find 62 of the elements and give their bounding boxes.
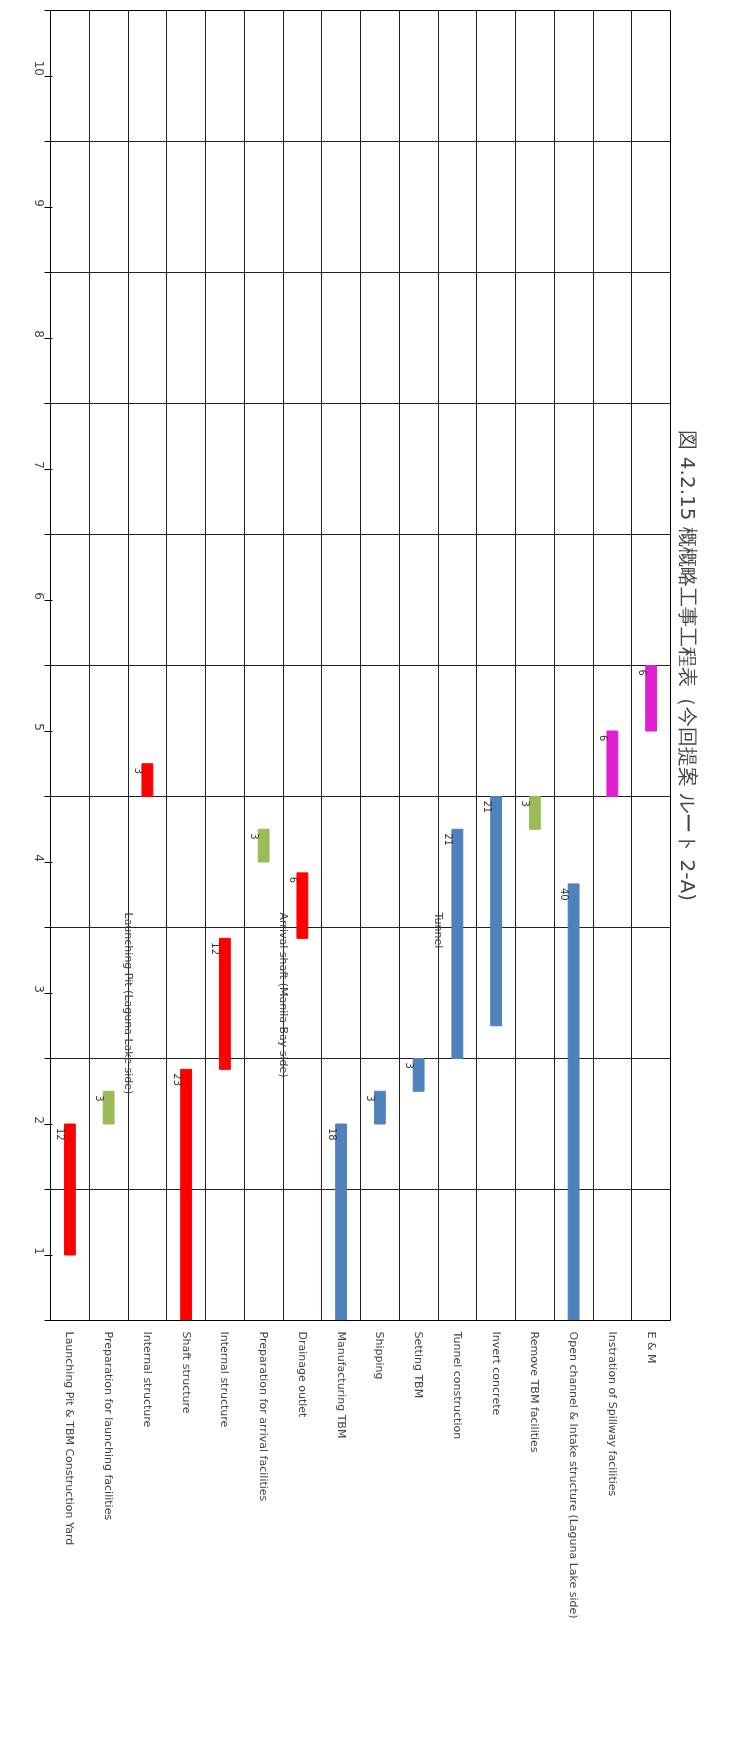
bar xyxy=(528,796,541,830)
annotation: Arrival shaft (Manila Bay side) xyxy=(276,912,290,1078)
y-tick-label: 6 xyxy=(32,592,46,601)
y-tick-label: 7 xyxy=(32,461,46,470)
x-tick-label: Open channel & Intake structure (Laguna Lake side) xyxy=(567,1331,581,1619)
bar xyxy=(645,665,658,732)
annotation: 23 xyxy=(171,1073,183,1087)
x-tick-label: Manufacturing TBM xyxy=(334,1331,348,1439)
x-tick-label: Internal structure xyxy=(218,1331,232,1428)
bar xyxy=(373,1090,386,1125)
annotation: 3 xyxy=(132,767,144,775)
annotation: 3 xyxy=(365,1095,377,1102)
bar xyxy=(296,872,309,939)
text: 図 4.2.15 概概略工事工程表（今回提案 ルート 2-A) xyxy=(675,430,700,901)
annotation: 12 xyxy=(210,942,222,956)
annotation: Tunnel xyxy=(431,911,445,949)
annotation: 6 xyxy=(287,876,299,884)
y-tick-label: 9 xyxy=(32,199,46,208)
annotation: 21 xyxy=(442,833,454,846)
x-tick-label: Instration of Spillway facilities xyxy=(605,1331,619,1497)
y-tick-label: 5 xyxy=(32,723,46,732)
x-tick-label: Tunnel construction xyxy=(450,1330,464,1440)
x-tick-label: Shaft structure xyxy=(179,1331,193,1414)
x-tick-label: Launching Pit & TBM Construction Yard xyxy=(63,1331,77,1546)
x-tick-label: Invert concrete xyxy=(489,1331,503,1416)
x-tick-label: Preparation for launching facilities xyxy=(102,1331,116,1521)
bar xyxy=(102,1090,115,1125)
annotation: 3 xyxy=(404,1062,416,1069)
y-tick-label: 4 xyxy=(32,854,46,863)
annotation: 6 xyxy=(597,735,609,742)
bar xyxy=(63,1123,76,1256)
annotation: 40 xyxy=(559,887,571,901)
annotation: 6 xyxy=(636,669,648,676)
bar xyxy=(490,796,503,1027)
bar xyxy=(141,763,154,797)
annotation: 3 xyxy=(249,833,261,840)
annotation: 18 xyxy=(326,1128,338,1141)
bar xyxy=(606,730,619,797)
bar xyxy=(567,883,580,1321)
x-tick-label: Internal structure xyxy=(140,1331,154,1428)
x-tick-label: Remove TBM facilities xyxy=(528,1331,542,1453)
annotation: 3 xyxy=(520,800,532,807)
annotation: 3 xyxy=(94,1095,106,1102)
x-tick-label: Drainage outlet xyxy=(295,1331,309,1419)
annotation: 12 xyxy=(55,1128,67,1141)
x-tick-label: Shipping xyxy=(373,1331,387,1380)
annotation: Launching Pit (Laguna Lake side) xyxy=(121,912,135,1095)
bar xyxy=(180,1068,193,1321)
x-tick-label: Preparation for arrival facilities xyxy=(257,1331,271,1502)
y-tick-label: 2 xyxy=(32,1116,46,1125)
bar xyxy=(451,828,464,1059)
y-tick-label: 10 xyxy=(32,60,46,77)
bar xyxy=(257,828,270,863)
annotation: 21 xyxy=(481,800,493,814)
x-tick-label: E & M xyxy=(644,1331,658,1364)
bar xyxy=(412,1058,425,1092)
y-tick-label: 8 xyxy=(32,330,46,339)
bar xyxy=(218,937,231,1070)
y-tick-label: 1 xyxy=(32,1247,46,1256)
x-tick-label: Setting TBM xyxy=(412,1331,426,1399)
y-tick-label: 3 xyxy=(32,985,46,994)
bar xyxy=(335,1123,348,1321)
